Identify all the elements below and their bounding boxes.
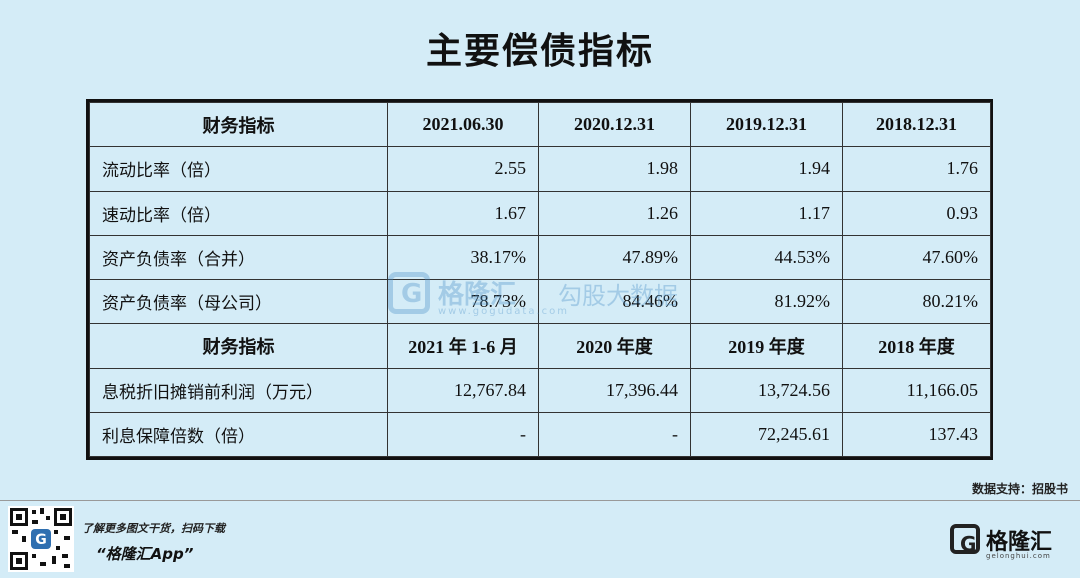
table-cell: 11,166.05 bbox=[842, 367, 991, 413]
table-cell: 38.17% bbox=[387, 234, 539, 281]
table-header-row: 财务指标 2021.06.30 2020.12.31 2019.12.31 20… bbox=[89, 101, 991, 148]
table-cell: 1.67 bbox=[387, 190, 539, 236]
table-cell: 47.89% bbox=[538, 234, 691, 281]
table-cell: 44.53% bbox=[690, 234, 843, 281]
table-cell: 1.17 bbox=[690, 190, 843, 236]
table-cell: 84.46% bbox=[538, 278, 691, 325]
brand-url: gelonghui.com bbox=[986, 552, 1051, 560]
header-cell: 2019.12.31 bbox=[690, 101, 843, 148]
page-title: 主要偿债指标 bbox=[425, 31, 654, 72]
table-cell: 47.60% bbox=[842, 234, 991, 281]
table-cell: 81.92% bbox=[690, 278, 843, 325]
row-label: 资产负债率（合并） bbox=[89, 234, 388, 281]
table-row: 资产负债率（母公司） 78.73% 84.46% 81.92% 80.21% bbox=[89, 278, 991, 325]
row-label: 资产负债率（母公司） bbox=[89, 278, 388, 325]
table-row: 利息保障倍数（倍） - - 72,245.61 137.43 bbox=[89, 411, 991, 458]
table-row: 速动比率（倍） 1.67 1.26 1.17 0.93 bbox=[89, 190, 991, 236]
table-cell: 1.94 bbox=[690, 146, 843, 192]
table-cell: 13,724.56 bbox=[690, 367, 843, 413]
header-cell: 2019 年度 bbox=[690, 323, 843, 369]
table-cell: 80.21% bbox=[842, 278, 991, 325]
table-cell: 1.98 bbox=[538, 146, 691, 192]
table-cell: - bbox=[538, 411, 691, 458]
header-cell: 2020 年度 bbox=[538, 323, 691, 369]
header-cell: 2021.06.30 bbox=[387, 101, 539, 148]
row-label: 利息保障倍数（倍） bbox=[89, 411, 388, 458]
qr-code-icon: G bbox=[8, 506, 74, 572]
row-label: 息税折旧摊销前利润（万元） bbox=[89, 367, 388, 413]
table-cell: 17,396.44 bbox=[538, 367, 691, 413]
header-cell: 财务指标 bbox=[89, 101, 388, 148]
table-cell: 12,767.84 bbox=[387, 367, 539, 413]
brand-logo: G 格隆汇 gelonghui.com bbox=[950, 520, 1068, 570]
table-row: 息税折旧摊销前利润（万元） 12,767.84 17,396.44 13,724… bbox=[89, 367, 991, 413]
footer-divider bbox=[0, 500, 1080, 501]
table-cell: 1.76 bbox=[842, 146, 991, 192]
table-row: 流动比率（倍） 2.55 1.98 1.94 1.76 bbox=[89, 146, 991, 192]
header-cell: 2020.12.31 bbox=[538, 101, 691, 148]
brand-logo-letter: G bbox=[960, 532, 977, 556]
header-cell: 2018 年度 bbox=[842, 323, 991, 369]
table-cell: 78.73% bbox=[387, 278, 539, 325]
table-cell: 72,245.61 bbox=[690, 411, 843, 458]
row-label: 流动比率（倍） bbox=[89, 146, 388, 192]
table-row: 资产负债率（合并） 38.17% 47.89% 44.53% 47.60% bbox=[89, 234, 991, 281]
header-cell: 2018.12.31 bbox=[842, 101, 991, 148]
table-cell: 2.55 bbox=[387, 146, 539, 192]
header-cell: 2021 年 1-6 月 bbox=[387, 323, 539, 369]
svg-text:G: G bbox=[35, 532, 47, 548]
brand-logo-icon: G bbox=[950, 524, 980, 556]
brand-name: 格隆汇 bbox=[986, 530, 1053, 555]
data-source: 数据支持：招股书 bbox=[971, 482, 1068, 496]
debt-indicators-table: 财务指标 2021.06.30 2020.12.31 2019.12.31 20… bbox=[86, 99, 993, 460]
table-cell: 1.26 bbox=[538, 190, 691, 236]
row-label: 速动比率（倍） bbox=[89, 190, 388, 236]
promo-app-name: “格隆汇App” bbox=[96, 545, 194, 563]
table-cell: 0.93 bbox=[842, 190, 991, 236]
table-cell: - bbox=[387, 411, 539, 458]
header-cell: 财务指标 bbox=[89, 323, 388, 369]
table-header-row: 财务指标 2021 年 1-6 月 2020 年度 2019 年度 2018 年… bbox=[89, 323, 991, 369]
table-cell: 137.43 bbox=[842, 411, 991, 458]
promo-text: 了解更多图文干货，扫码下载 bbox=[82, 522, 225, 535]
